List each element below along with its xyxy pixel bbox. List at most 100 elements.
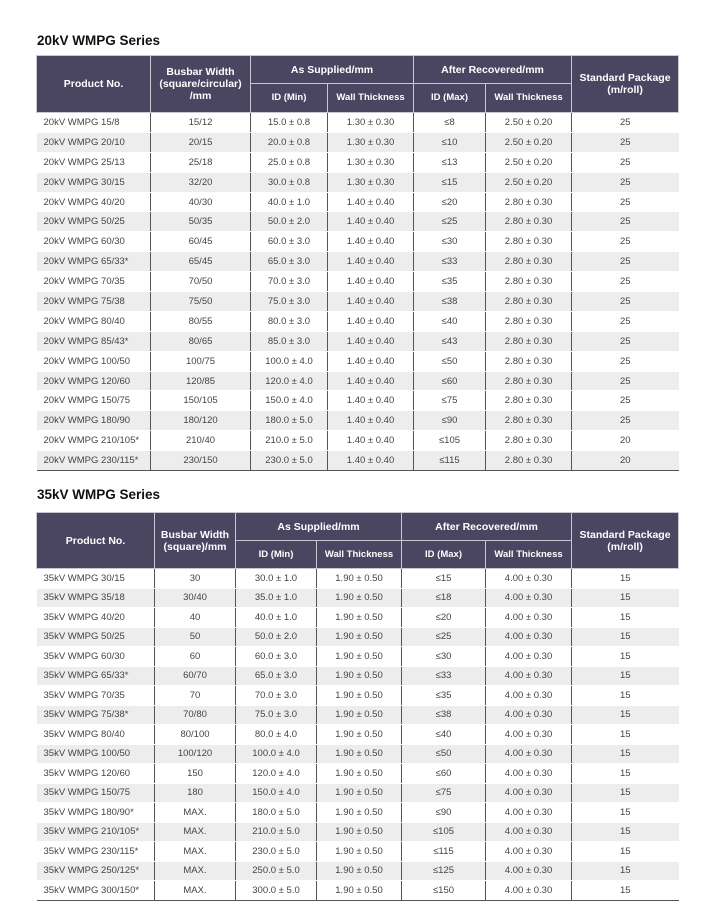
cell-wall-thickness-recovered: 4.00 ± 0.30 <box>485 685 572 706</box>
header-wall-thickness-supplied: Wall Thickness <box>326 83 415 113</box>
cell-id-min: 80.0 ± 3.0 <box>250 311 328 332</box>
cell-wall-thickness-recovered: 4.00 ± 0.30 <box>485 646 572 667</box>
cell-id-max: ≤35 <box>413 271 486 293</box>
cell-standard-package: 15 <box>571 666 679 686</box>
cell-standard-package: 25 <box>571 152 679 173</box>
table-row: 20kV WMPG 15/8 15/12 15.0 ± 0.8 1.30 ± 0.30… <box>36 112 679 133</box>
cell-product-no: 35kV WMPG 65/33* <box>36 666 155 686</box>
cell-product-no: 35kV WMPG 30/15 <box>36 568 155 589</box>
table-row: 20kV WMPG 20/10 20/15 20.0 ± 0.8 1.30 ± 0.3… <box>36 132 679 153</box>
header-busbar: Busbar Width (square/circular) /mm <box>150 55 251 113</box>
cell-id-max: ≤50 <box>413 351 486 372</box>
cell-standard-package: 15 <box>571 841 679 862</box>
cell-product-no: 35kV WMPG 100/50 <box>36 744 155 764</box>
cell-id-max: ≤105 <box>413 430 486 452</box>
cell-busbar-width: 32/20 <box>150 172 251 193</box>
table-row: 35kV WMPG 210/105* MAX. 210.0 ± 5.0 1.90 ± … <box>36 822 679 842</box>
cell-standard-package: 25 <box>571 271 679 293</box>
cell-id-min: 85.0 ± 3.0 <box>250 331 328 352</box>
table-row: 20kV WMPG 150/75 150/105 150.0 ± 4.0 1.40 ±… <box>36 390 679 412</box>
cell-standard-package: 15 <box>571 802 679 823</box>
table-row: 35kV WMPG 50/25 50 50.0 ± 2.0 1.90 ± 0.50 ≤2… <box>36 627 679 647</box>
cell-wall-thickness-recovered: 4.00 ± 0.30 <box>485 627 572 647</box>
header-id-max: ID (Max) <box>413 83 487 113</box>
header-id-min: ID (Min) <box>250 83 328 113</box>
cell-wall-thickness-supplied: 1.40 ± 0.40 <box>326 291 414 312</box>
cell-id-min: 210.0 ± 5.0 <box>250 430 328 452</box>
cell-product-no: 35kV WMPG 180/90* <box>36 802 155 823</box>
cell-wall-thickness-supplied: 1.90 ± 0.50 <box>315 705 402 725</box>
cell-id-min: 230.0 ± 5.0 <box>235 841 317 862</box>
cell-wall-thickness-recovered: 4.00 ± 0.30 <box>485 861 572 881</box>
cell-busbar-width: 100/120 <box>154 744 236 764</box>
cell-id-min: 120.0 ± 4.0 <box>235 763 317 784</box>
spec-table-20kv: Product No. Busbar Width (square/circula… <box>36 55 680 472</box>
cell-wall-thickness-supplied: 1.90 ± 0.50 <box>315 627 402 647</box>
cell-standard-package: 25 <box>571 172 679 193</box>
cell-id-min: 30.0 ± 0.8 <box>250 172 328 193</box>
cell-wall-thickness-supplied: 1.90 ± 0.50 <box>315 880 402 901</box>
cell-wall-thickness-recovered: 2.80 ± 0.30 <box>485 291 572 312</box>
cell-id-max: ≤90 <box>413 410 486 432</box>
table-row: 35kV WMPG 80/40 80/100 80.0 ± 4.0 1.90 ± 0.… <box>36 724 679 745</box>
cell-product-no: 35kV WMPG 80/40 <box>36 724 155 745</box>
cell-wall-thickness-supplied: 1.40 ± 0.40 <box>326 371 414 392</box>
cell-id-max: ≤35 <box>401 685 486 706</box>
cell-busbar-width: 180 <box>154 783 236 803</box>
cell-id-min: 20.0 ± 0.8 <box>250 132 328 153</box>
table-row: 20kV WMPG 75/38 75/50 75.0 ± 3.0 1.40 ± 0.4… <box>36 291 679 312</box>
table-row: 35kV WMPG 30/15 30 30.0 ± 1.0 1.90 ± 0.50 ≤1… <box>36 568 679 589</box>
cell-id-max: ≤38 <box>413 291 486 312</box>
cell-id-min: 120.0 ± 4.0 <box>250 371 328 392</box>
cell-standard-package: 25 <box>571 331 679 352</box>
cell-standard-package: 15 <box>571 588 679 608</box>
table-row: 20kV WMPG 65/33* 65/45 65.0 ± 3.0 1.40 ± 0.… <box>36 251 679 273</box>
cell-wall-thickness-supplied: 1.90 ± 0.50 <box>315 841 402 862</box>
cell-wall-thickness-recovered: 2.80 ± 0.30 <box>485 251 572 273</box>
header-product: Product No. <box>36 55 151 113</box>
header-id-min: ID (Min) <box>235 540 317 569</box>
cell-id-min: 25.0 ± 0.8 <box>250 152 328 173</box>
cell-busbar-width: 80/65 <box>150 331 251 352</box>
table-row: 35kV WMPG 300/150* MAX. 300.0 ± 5.0 1.90 ± … <box>36 880 679 901</box>
cell-id-min: 250.0 ± 5.0 <box>235 861 317 881</box>
cell-wall-thickness-recovered: 4.00 ± 0.30 <box>485 802 572 823</box>
cell-product-no: 35kV WMPG 250/125* <box>36 861 155 881</box>
cell-product-no: 35kV WMPG 120/60 <box>36 763 155 784</box>
cell-busbar-width: 75/50 <box>150 291 251 312</box>
cell-id-min: 180.0 ± 5.0 <box>235 802 317 823</box>
cell-wall-thickness-recovered: 4.00 ± 0.30 <box>485 568 572 589</box>
table-row: 20kV WMPG 120/60 120/85 120.0 ± 4.0 1.40 ± … <box>36 371 679 392</box>
cell-wall-thickness-supplied: 1.90 ± 0.50 <box>315 802 402 823</box>
cell-busbar-width: MAX. <box>154 841 236 862</box>
cell-standard-package: 25 <box>571 311 679 332</box>
cell-standard-package: 25 <box>571 112 679 133</box>
cell-busbar-width: 20/15 <box>150 132 251 153</box>
cell-id-min: 65.0 ± 3.0 <box>235 666 317 686</box>
cell-id-max: ≤75 <box>401 783 486 803</box>
cell-wall-thickness-recovered: 2.50 ± 0.20 <box>485 172 572 193</box>
cell-wall-thickness-recovered: 4.00 ± 0.30 <box>485 841 572 862</box>
cell-product-no: 35kV WMPG 60/30 <box>36 646 155 667</box>
cell-busbar-width: 230/150 <box>150 450 251 472</box>
cell-product-no: 20kV WMPG 120/60 <box>36 371 151 392</box>
cell-id-max: ≤18 <box>401 588 486 608</box>
cell-id-max: ≤20 <box>401 607 486 628</box>
cell-wall-thickness-supplied: 1.40 ± 0.40 <box>326 311 414 332</box>
cell-id-min: 60.0 ± 3.0 <box>235 646 317 667</box>
header-wall-thickness-recovered: Wall Thickness <box>485 83 573 113</box>
header-wall-thickness-supplied: Wall Thickness <box>315 540 403 569</box>
cell-id-max: ≤13 <box>413 152 486 173</box>
cell-standard-package: 15 <box>571 607 679 628</box>
table-row: 35kV WMPG 40/20 40 40.0 ± 1.0 1.90 ± 0.50 ≤2… <box>36 607 679 628</box>
cell-id-min: 40.0 ± 1.0 <box>250 192 328 213</box>
cell-id-min: 230.0 ± 5.0 <box>250 450 328 472</box>
cell-id-min: 65.0 ± 3.0 <box>250 251 328 273</box>
cell-id-max: ≤8 <box>413 112 486 133</box>
cell-id-min: 300.0 ± 5.0 <box>235 880 317 901</box>
cell-id-min: 35.0 ± 1.0 <box>235 588 317 608</box>
cell-wall-thickness-supplied: 1.90 ± 0.50 <box>315 607 402 628</box>
cell-standard-package: 25 <box>571 192 679 213</box>
cell-product-no: 20kV WMPG 25/13 <box>36 152 151 173</box>
header-after-recovered: After Recovered/mm <box>401 512 573 541</box>
